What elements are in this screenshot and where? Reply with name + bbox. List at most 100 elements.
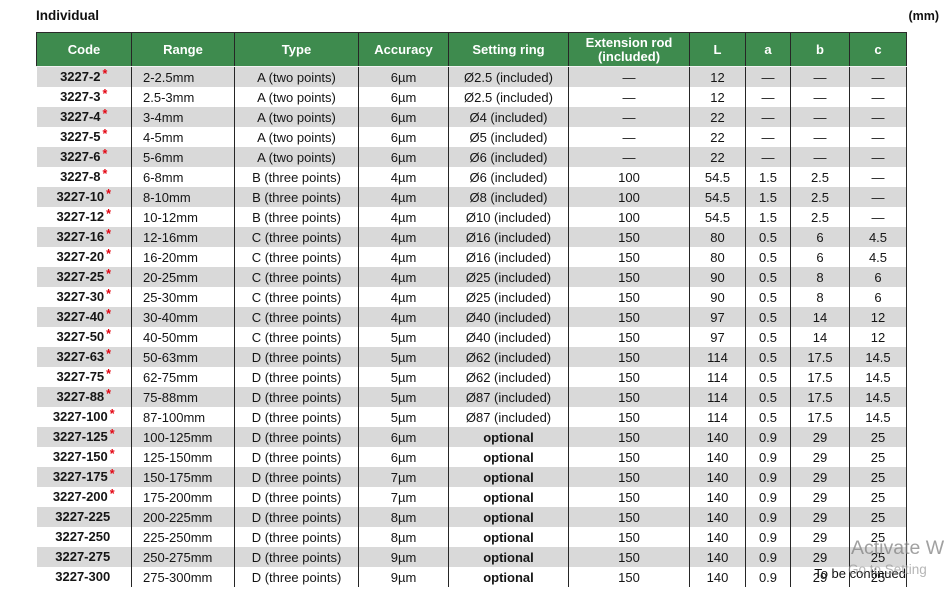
table-row: 3227-150 * 125-150mm D (three points) 6µm… [36, 447, 907, 467]
cell-a: — [745, 107, 791, 127]
code-text: 3227-225 [55, 509, 111, 524]
cell-type: D (three points) [234, 347, 359, 367]
cell-code: 3227-4 * [37, 107, 132, 127]
cell-setting-ring: Ø25 (included) [448, 267, 569, 287]
cell-accuracy: 5µm [358, 387, 449, 407]
table-row: 3227-16 * 12-16mm C (three points) 4µm Ø1… [36, 227, 907, 247]
code-text: 3227-20 [56, 249, 105, 264]
table-row: 3227-88 * 75-88mm D (three points) 5µm Ø8… [36, 387, 907, 407]
cell-setting-ring: optional [448, 427, 569, 447]
cell-range: 20-25mm [131, 267, 235, 287]
cell-a: 0.9 [745, 467, 791, 487]
cell-accuracy: 5µm [358, 327, 449, 347]
cell-extension-rod: 150 [568, 327, 690, 347]
cell-b: — [790, 107, 850, 127]
cell-code: 3227-30 * [37, 287, 132, 307]
cell-extension-rod: 150 [568, 267, 690, 287]
cell-setting-ring: optional [448, 527, 569, 547]
cell-accuracy: 6µm [358, 147, 449, 167]
cell-a: 0.5 [745, 247, 791, 267]
required-asterisk-marker: * [106, 307, 112, 321]
cell-L: 90 [689, 287, 746, 307]
required-asterisk-marker: * [109, 427, 115, 441]
table-row: 3227-3 * 2.5-3mm A (two points) 6µm Ø2.5 … [36, 87, 907, 107]
cell-code: 3227-100 * [37, 407, 132, 427]
cell-code: 3227-16 * [37, 227, 132, 247]
cell-L: 140 [689, 447, 746, 467]
cell-type: A (two points) [234, 107, 359, 127]
table-row: 3227-25 * 20-25mm C (three points) 4µm Ø2… [36, 267, 907, 287]
cell-L: 140 [689, 427, 746, 447]
required-asterisk-marker: * [109, 447, 115, 461]
cell-L: 12 [689, 87, 746, 107]
cell-accuracy: 6µm [358, 107, 449, 127]
cell-accuracy: 4µm [358, 287, 449, 307]
cell-setting-ring: Ø87 (included) [448, 387, 569, 407]
cell-code: 3227-12 * [37, 207, 132, 227]
cell-extension-rod: 150 [568, 547, 690, 567]
cell-a: — [745, 66, 791, 87]
cell-accuracy: 5µm [358, 407, 449, 427]
cell-b: 17.5 [790, 347, 850, 367]
cell-L: 97 [689, 307, 746, 327]
cell-setting-ring: Ø6 (included) [448, 167, 569, 187]
cell-type: A (two points) [234, 147, 359, 167]
cell-L: 114 [689, 367, 746, 387]
cell-accuracy: 4µm [358, 247, 449, 267]
cell-range: 6-8mm [131, 167, 235, 187]
cell-type: C (three points) [234, 227, 359, 247]
cell-range: 12-16mm [131, 227, 235, 247]
cell-b: — [790, 87, 850, 107]
cell-c: — [849, 107, 907, 127]
cell-accuracy: 6µm [358, 87, 449, 107]
cell-code: 3227-40 * [37, 307, 132, 327]
cell-a: 0.5 [745, 327, 791, 347]
cell-accuracy: 6µm [358, 447, 449, 467]
cell-setting-ring: Ø16 (included) [448, 227, 569, 247]
table-row: 3227-275 250-275mm D (three points) 9µm … [36, 547, 907, 567]
cell-a: 0.9 [745, 427, 791, 447]
cell-setting-ring: Ø8 (included) [448, 187, 569, 207]
required-asterisk-marker: * [106, 267, 112, 281]
cell-a: 0.5 [745, 287, 791, 307]
cell-a: 0.9 [745, 547, 791, 567]
required-asterisk-marker: * [102, 87, 108, 101]
required-asterisk-marker: * [102, 147, 108, 161]
cell-accuracy: 6µm [358, 427, 449, 447]
cell-b: — [790, 147, 850, 167]
cell-b: 2.5 [790, 207, 850, 227]
cell-accuracy: 4µm [358, 207, 449, 227]
cell-code: 3227-300 [37, 567, 132, 587]
cell-code: 3227-75 * [37, 367, 132, 387]
cell-c: 4.5 [849, 247, 907, 267]
cell-type: D (three points) [234, 387, 359, 407]
cell-range: 125-150mm [131, 447, 235, 467]
cell-range: 4-5mm [131, 127, 235, 147]
cell-extension-rod: 150 [568, 507, 690, 527]
cell-c: 25 [849, 527, 907, 547]
cell-b: 14 [790, 327, 850, 347]
cell-b: 14 [790, 307, 850, 327]
cell-code: 3227-50 * [37, 327, 132, 347]
col-header-extension-rod: Extension rod (included) [568, 32, 690, 67]
cell-c: — [849, 167, 907, 187]
cell-type: D (three points) [234, 507, 359, 527]
cell-b: 29 [790, 507, 850, 527]
cell-L: 140 [689, 527, 746, 547]
cell-accuracy: 8µm [358, 507, 449, 527]
cell-code: 3227-20 * [37, 247, 132, 267]
code-text: 3227-150 [52, 449, 108, 464]
cell-a: 0.9 [745, 527, 791, 547]
code-text: 3227-300 [55, 569, 111, 584]
code-text: 3227-10 [56, 189, 105, 204]
cell-c: 14.5 [849, 387, 907, 407]
code-text: 3227-175 [52, 469, 108, 484]
cell-type: C (three points) [234, 307, 359, 327]
table-row: 3227-4 * 3-4mm A (two points) 6µm Ø4 (inc… [36, 107, 907, 127]
code-text: 3227-125 [52, 429, 108, 444]
cell-accuracy: 5µm [358, 347, 449, 367]
cell-setting-ring: Ø4 (included) [448, 107, 569, 127]
cell-setting-ring: optional [448, 487, 569, 507]
cell-setting-ring: optional [448, 567, 569, 587]
code-text: 3227-4 [60, 109, 101, 124]
